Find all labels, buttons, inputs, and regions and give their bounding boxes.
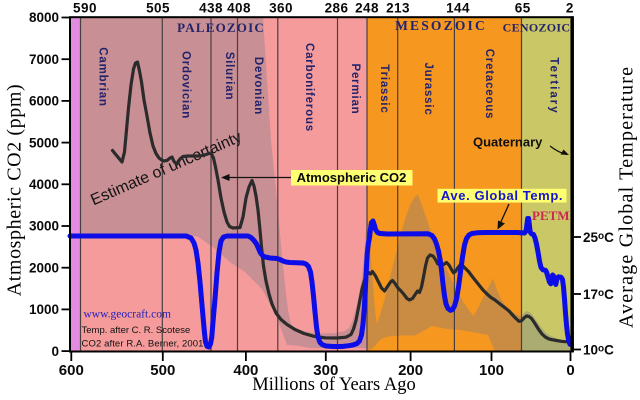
svg-text:6000: 6000 [29,94,59,109]
svg-text:17oC: 17oC [583,287,614,302]
svg-text:248: 248 [355,1,379,16]
svg-text:3000: 3000 [29,219,59,234]
svg-text:5000: 5000 [29,135,59,150]
svg-text:CENOZOIC: CENOZOIC [503,21,571,35]
svg-text:www.geocraft.com: www.geocraft.com [84,309,171,321]
svg-text:4000: 4000 [29,177,59,192]
svg-text:0: 0 [566,362,574,379]
svg-text:200: 200 [398,362,423,379]
svg-text:500: 500 [150,362,175,379]
svg-text:438: 438 [199,1,223,16]
svg-text:CO2 after R.A. Berner, 2001: CO2 after R.A. Berner, 2001 [82,339,204,350]
svg-text:Tertiary: Tertiary [548,57,560,114]
svg-text:Permian: Permian [349,64,361,115]
svg-text:7000: 7000 [29,52,59,67]
svg-text:590: 590 [73,1,97,16]
svg-text:2000: 2000 [29,260,59,275]
svg-text:Temp. after C. R. Scotese: Temp. after C. R. Scotese [82,325,191,336]
svg-text:Carboniferous: Carboniferous [303,43,315,132]
svg-text:PETM: PETM [532,208,570,223]
svg-text:Triassic: Triassic [378,64,390,113]
svg-text:0: 0 [51,344,59,359]
svg-text:286: 286 [325,1,349,16]
svg-text:65: 65 [515,1,531,16]
svg-text:400: 400 [233,362,258,379]
svg-text:Average Global Temperature: Average Global Temperature [616,66,638,328]
svg-text:Silurian: Silurian [223,52,235,101]
svg-text:Cretaceous: Cretaceous [483,49,495,120]
svg-text:2: 2 [566,1,574,16]
svg-text:144: 144 [446,1,470,16]
svg-text:25oC: 25oC [583,230,614,245]
svg-text:213: 213 [386,1,410,16]
svg-text:Millions of Years Ago: Millions of Years Ago [252,375,415,395]
svg-text:Devonian: Devonian [252,57,264,115]
svg-text:10oC: 10oC [583,343,614,358]
svg-text:PALEOZOIC: PALEOZOIC [177,20,265,35]
svg-text:MESOZOIC: MESOZOIC [395,18,487,33]
svg-text:Cambrian: Cambrian [97,47,109,106]
svg-text:408: 408 [227,1,251,16]
svg-text:505: 505 [146,1,170,16]
svg-text:100: 100 [479,362,504,379]
svg-text:Ave. Global Temp.: Ave. Global Temp. [441,188,563,203]
svg-text:300: 300 [313,362,338,379]
svg-text:8000: 8000 [29,10,59,25]
svg-text:Atmospheric CO2: Atmospheric CO2 [297,170,407,185]
svg-text:Atmospheric CO2 (ppm): Atmospheric CO2 (ppm) [4,84,26,297]
svg-text:1000: 1000 [29,302,59,317]
svg-text:Quaternary: Quaternary [473,135,543,150]
svg-text:360: 360 [269,1,293,16]
svg-text:600: 600 [59,362,84,379]
svg-text:Jurassic: Jurassic [422,62,434,115]
svg-text:Ordovician: Ordovician [180,51,192,119]
